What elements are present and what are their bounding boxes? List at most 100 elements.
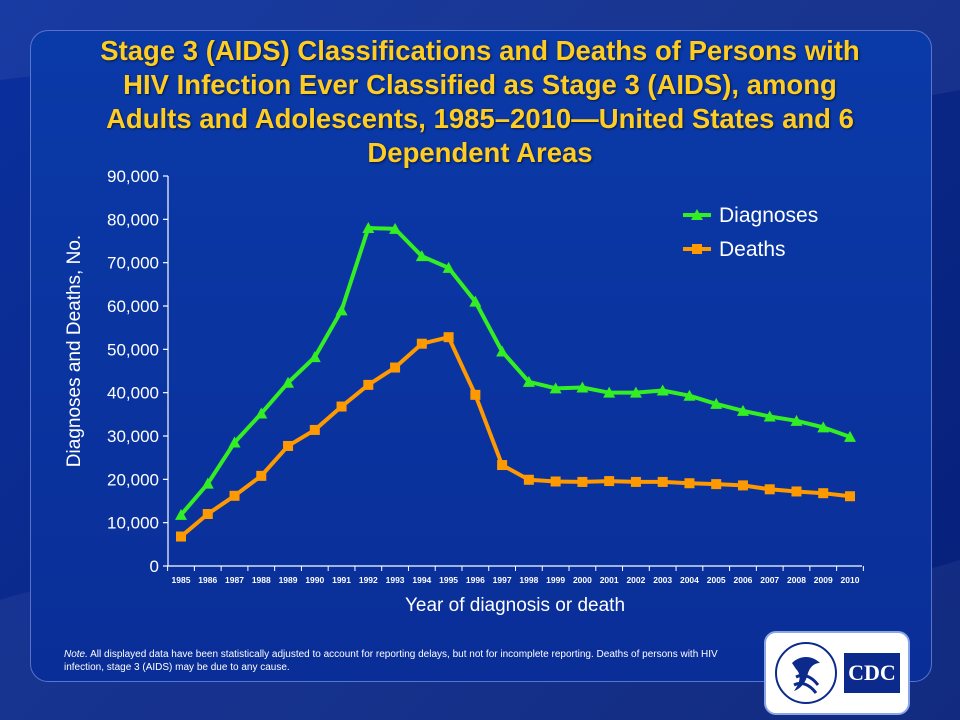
deaths-point [497, 460, 508, 471]
diagnoses-point [763, 410, 776, 422]
y-axis-title: Diagnoses and Deaths, No. [64, 235, 85, 467]
x-tick-label: 1994 [412, 575, 431, 585]
legend-marker-deaths [692, 244, 702, 254]
chart-title: Stage 3 (AIDS) Classifications and Death… [40, 34, 920, 170]
y-tick-label: 50,000 [107, 340, 159, 359]
diagnoses-point [442, 261, 455, 273]
note-text: All displayed data have been statistical… [64, 649, 718, 673]
deaths-point [336, 401, 347, 412]
y-tick-label: 80,000 [107, 210, 159, 229]
diagnoses-point [549, 382, 562, 394]
deaths-point [737, 480, 748, 491]
x-tick-label: 1995 [439, 575, 458, 585]
diagnoses-point [201, 477, 214, 489]
hhs-eagle-icon [775, 642, 837, 704]
x-tick-label: 2004 [680, 575, 699, 585]
diagnoses-point [736, 404, 749, 416]
x-tick-label: 1991 [332, 575, 351, 585]
legend-label-diagnoses: Diagnoses [719, 204, 818, 227]
diagnoses-point [844, 430, 856, 442]
diagnoses-point [255, 407, 268, 419]
x-axis-title: Year of diagnosis or death [405, 595, 625, 616]
x-tick-label: 2003 [653, 575, 672, 585]
deaths-point [657, 476, 668, 487]
diagnoses-point [415, 250, 428, 262]
diagnoses-point [389, 222, 402, 234]
x-tick-label: 1998 [519, 575, 538, 585]
cdc-logo-text: CDC [844, 653, 900, 693]
content-panel [30, 30, 932, 682]
note-label: Note. [64, 649, 88, 660]
x-tick-label: 2001 [600, 575, 619, 585]
title-line: HIV Infection Ever Classified as Stage 3… [123, 69, 837, 100]
deaths-point [443, 332, 454, 343]
y-tick-label: 0 [150, 557, 159, 576]
y-tick-label: 20,000 [107, 470, 159, 489]
x-tick-label: 2010 [841, 575, 860, 585]
x-tick-label: 1993 [386, 575, 405, 585]
deaths-point [550, 476, 561, 487]
x-tick-label: 2002 [626, 575, 645, 585]
diagnoses-point [308, 351, 321, 363]
title-line: Stage 3 (AIDS) Classifications and Death… [100, 35, 860, 66]
diagnoses-point [522, 375, 535, 387]
footnote: Note. All displayed data have been stati… [64, 648, 744, 674]
x-tick-label: 2005 [707, 575, 726, 585]
y-tick-label: 40,000 [107, 384, 159, 403]
diagnoses-point [335, 304, 348, 316]
deaths-point [684, 478, 695, 489]
x-tick-label: 2007 [760, 575, 779, 585]
diagnoses-point [629, 386, 642, 398]
deaths-point [791, 486, 802, 497]
deaths-point [711, 479, 722, 490]
diagnoses-point [469, 295, 482, 307]
y-tick-label: 70,000 [107, 254, 159, 273]
deaths-point [845, 491, 855, 502]
deaths-point [764, 484, 775, 495]
x-tick-label: 1992 [359, 575, 378, 585]
diagnoses-point [683, 389, 696, 401]
deaths-point [176, 531, 186, 542]
deaths-point [202, 509, 213, 519]
y-tick-label: 90,000 [107, 167, 159, 186]
x-tick-label: 1986 [198, 575, 217, 585]
diagnoses-point [175, 508, 187, 520]
cdc-logo: CDC [764, 631, 910, 715]
x-tick-label: 1989 [279, 575, 298, 585]
x-tick-label: 1997 [493, 575, 512, 585]
x-tick-label: 2000 [573, 575, 592, 585]
title-line: Adults and Adolescents, 1985–2010—United… [106, 103, 854, 134]
x-tick-label: 1999 [546, 575, 565, 585]
diagnoses-point [362, 222, 375, 233]
legend-label-deaths: Deaths [719, 238, 786, 261]
x-tick-label: 1996 [466, 575, 485, 585]
diagnoses-point [790, 414, 803, 426]
x-tick-label: 1987 [225, 575, 244, 585]
x-tick-label: 1985 [172, 575, 191, 585]
series-line-diagnoses [179, 226, 851, 517]
x-tick-label: 2009 [814, 575, 833, 585]
diagnoses-point [228, 436, 241, 448]
diagnoses-point [817, 421, 830, 433]
deaths-point [390, 362, 401, 373]
x-tick-label: 1988 [252, 575, 271, 585]
deaths-point [416, 338, 427, 349]
deaths-point [283, 440, 294, 451]
deaths-point [577, 476, 588, 487]
y-tick-label: 30,000 [107, 427, 159, 446]
diagnoses-point [576, 381, 589, 393]
diagnoses-point [656, 384, 669, 396]
y-tick-label: 60,000 [107, 297, 159, 316]
deaths-point [309, 424, 320, 435]
deaths-point [630, 476, 641, 487]
diagnoses-point [710, 397, 723, 409]
deaths-point [470, 389, 481, 400]
legend-marker-diagnoses [691, 209, 703, 220]
diagnoses-point [282, 376, 295, 388]
deaths-point [523, 474, 534, 485]
x-tick-label: 2008 [787, 575, 806, 585]
deaths-point [229, 490, 240, 501]
deaths-point [256, 470, 267, 481]
diagnoses-point [603, 386, 616, 398]
